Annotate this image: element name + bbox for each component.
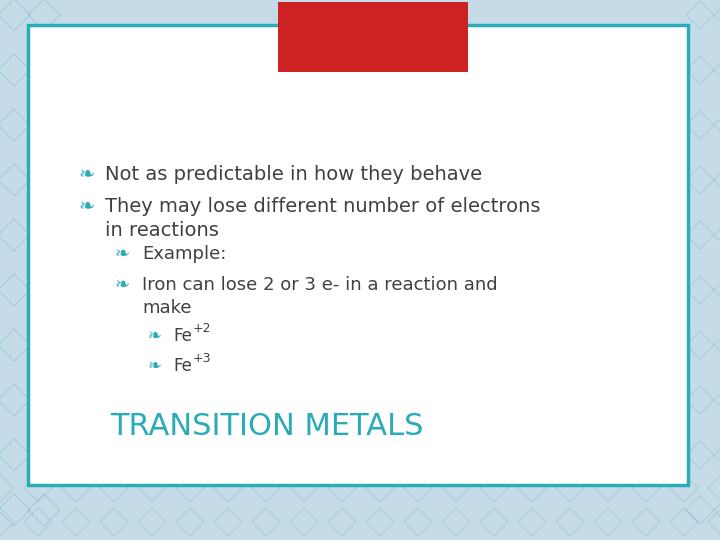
Text: +2: +2	[193, 322, 212, 335]
Text: Iron can lose 2 or 3 e- in a reaction and
make: Iron can lose 2 or 3 e- in a reaction an…	[142, 276, 498, 317]
Text: TRANSITION METALS: TRANSITION METALS	[110, 412, 423, 441]
Text: Fe: Fe	[173, 357, 192, 375]
Text: ❧: ❧	[115, 276, 130, 294]
Text: ❧: ❧	[115, 245, 130, 263]
Text: +3: +3	[193, 352, 212, 365]
Text: Not as predictable in how they behave: Not as predictable in how they behave	[105, 165, 482, 184]
Bar	[278, 2, 468, 72]
Bar	[28, 25, 688, 485]
Text: Fe: Fe	[173, 327, 192, 345]
Text: ❧: ❧	[78, 165, 94, 184]
Text: ❧: ❧	[148, 327, 162, 345]
Text: ❧: ❧	[78, 197, 94, 216]
Text: ❧: ❧	[148, 357, 162, 375]
Text: They may lose different number of electrons
in reactions: They may lose different number of electr…	[105, 197, 541, 240]
Text: Example:: Example:	[142, 245, 226, 263]
